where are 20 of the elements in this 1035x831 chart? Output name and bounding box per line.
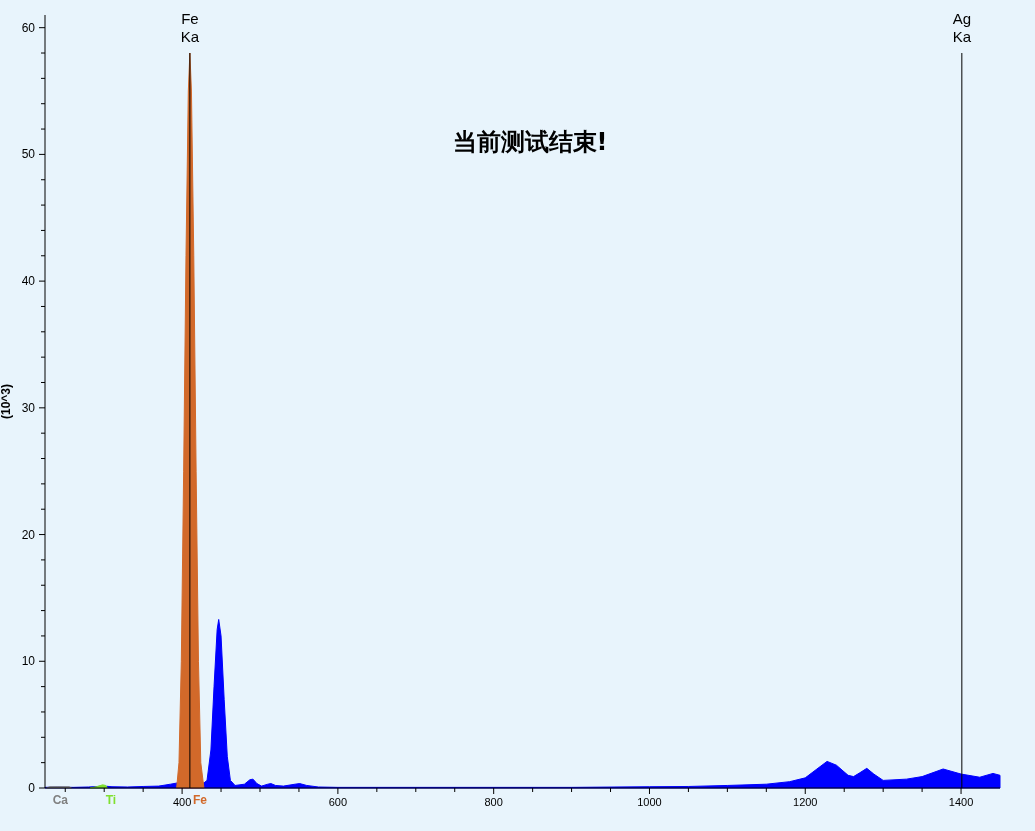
y-axis-title: (10^3) xyxy=(0,383,13,420)
y-tick-label: 20 xyxy=(21,527,36,542)
series-label: Ca xyxy=(52,793,69,807)
ref-line-label: Ag Ka xyxy=(952,10,972,45)
series-label: Fe xyxy=(192,793,208,807)
y-tick-label: 30 xyxy=(21,400,36,415)
y-tick-label: 40 xyxy=(21,274,36,289)
x-tick-label: 1200 xyxy=(793,796,818,808)
x-tick-label: 400 xyxy=(172,796,192,808)
x-tick-label: 1000 xyxy=(637,796,662,808)
ref-line-label: Fe Ka xyxy=(180,10,200,45)
text: 当前测试结束! xyxy=(452,128,608,156)
y-tick-label: 60 xyxy=(21,20,36,35)
y-tick-label: 50 xyxy=(21,147,36,162)
y-tick-label: 10 xyxy=(21,654,36,669)
y-tick-label: 0 xyxy=(28,781,36,795)
x-tick-label: 600 xyxy=(328,796,348,808)
series-label: Ti xyxy=(105,793,117,807)
x-tick-label: 800 xyxy=(484,796,503,808)
x-tick-label: 1400 xyxy=(948,796,974,808)
